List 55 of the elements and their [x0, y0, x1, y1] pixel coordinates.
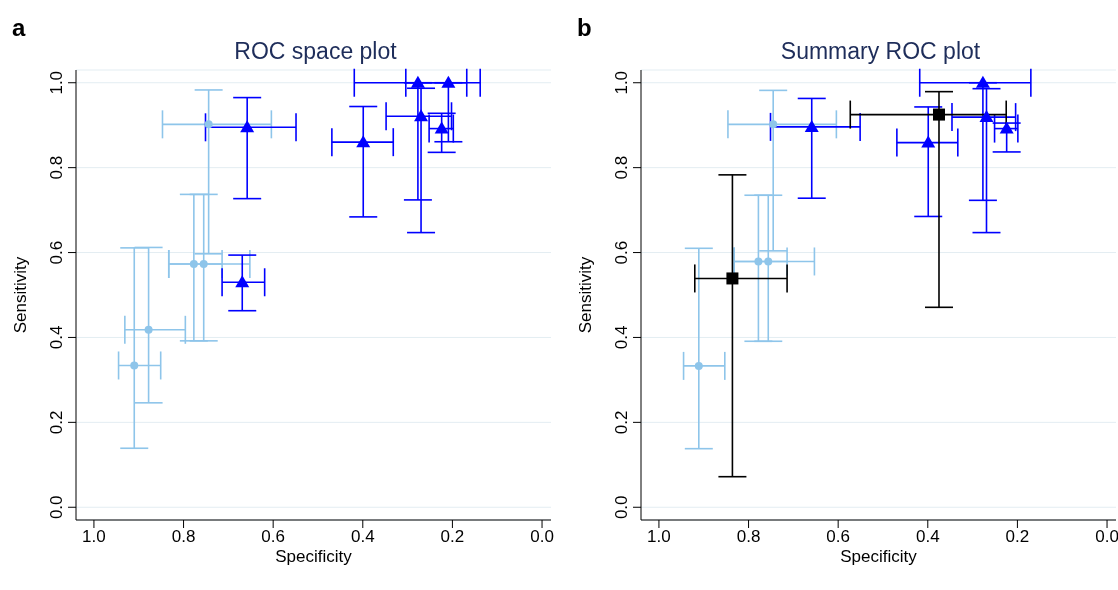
y-tick-label: 0.4	[612, 325, 631, 350]
y-tick-label: 1.0	[612, 70, 631, 95]
x-axis-title: Specificity	[275, 547, 353, 566]
y-tick-label: 0.6	[612, 240, 631, 265]
point	[804, 119, 819, 132]
point	[204, 120, 213, 129]
point	[441, 75, 456, 88]
y-tick-label: 0.4	[47, 325, 66, 350]
point	[189, 260, 198, 269]
point	[410, 75, 425, 88]
x-tick-label: 0.0	[530, 527, 554, 547]
x-tick-label: 0.8	[171, 527, 196, 547]
y-axis-title: Sensitivity	[576, 256, 596, 334]
x-tick-label: 0.4	[350, 527, 375, 547]
point	[999, 121, 1014, 134]
point	[414, 109, 429, 122]
x-tick-label: 0.6	[261, 527, 285, 547]
y-tick-label: 0.0	[47, 495, 66, 520]
y-tick-label: 0.2	[612, 410, 631, 435]
y-axis-title: Sensitivity	[11, 256, 31, 334]
chart-title: ROC space plot	[233, 38, 398, 65]
point	[235, 275, 250, 288]
text: a	[12, 14, 26, 42]
point	[979, 110, 994, 123]
point	[130, 361, 139, 370]
x-tick-label: 1.0	[647, 527, 671, 547]
point	[144, 325, 153, 334]
point	[356, 135, 371, 148]
point	[769, 120, 778, 129]
x-tick-label: 0.2	[440, 527, 465, 547]
chart-title: Summary ROC plot	[779, 38, 982, 65]
point	[975, 75, 990, 88]
y-tick-label: 0.8	[612, 155, 631, 180]
point	[764, 257, 773, 266]
x-axis-title: Specificity	[840, 547, 918, 566]
x-tick-label: 0.6	[826, 527, 850, 547]
text: b	[577, 14, 592, 42]
x-tick-label: 0.4	[915, 527, 940, 547]
point	[434, 121, 449, 134]
point	[921, 135, 936, 148]
point	[199, 260, 208, 269]
x-tick-label: 0.0	[1095, 527, 1118, 547]
point	[726, 272, 739, 285]
x-tick-label: 1.0	[82, 527, 106, 547]
x-tick-label: 0.8	[736, 527, 761, 547]
y-tick-label: 0.0	[612, 495, 631, 520]
point	[933, 108, 945, 121]
y-tick-label: 0.6	[47, 240, 66, 265]
y-tick-label: 0.2	[47, 410, 66, 435]
y-tick-label: 1.0	[47, 70, 66, 95]
point	[694, 361, 703, 370]
y-tick-label: 0.8	[47, 155, 66, 180]
point	[240, 120, 255, 133]
point	[754, 257, 763, 266]
x-tick-label: 0.2	[1005, 527, 1030, 547]
